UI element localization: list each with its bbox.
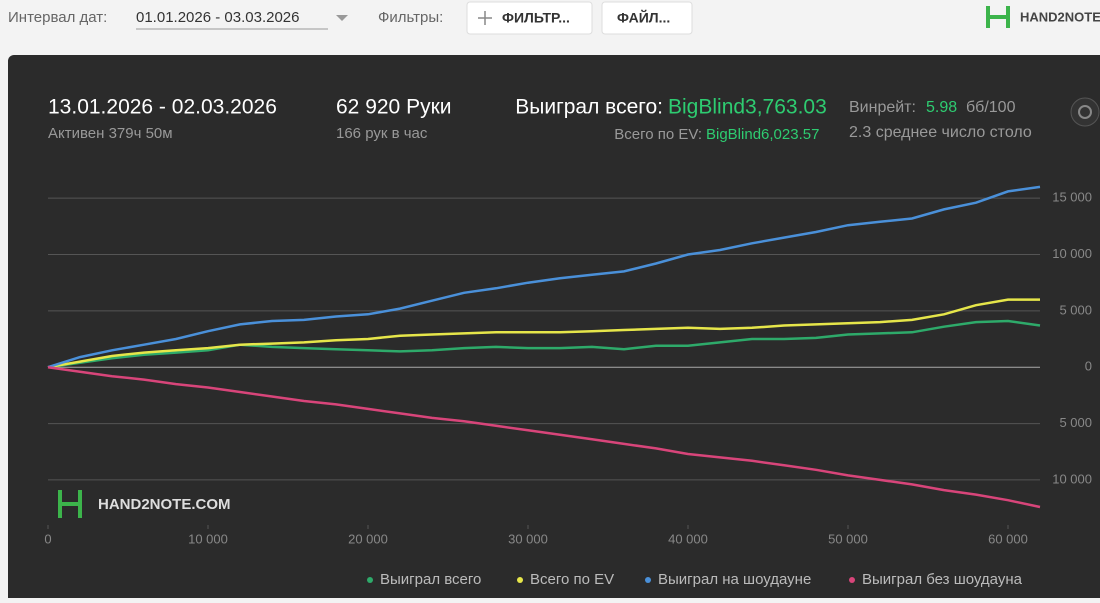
legend-label: Всего по EV: [530, 571, 614, 588]
date-label: Интервал дат:: [8, 9, 107, 26]
legend-label: Выиграл всего: [380, 571, 481, 588]
logo: HAND2NOTE: [1020, 9, 1100, 24]
winrate-label: Винрейт:: [849, 99, 916, 116]
y-tick-label: 15 000: [1052, 190, 1092, 205]
series-line: [47, 319, 1041, 369]
logo-icon: [986, 6, 1010, 28]
filters-label: Фильтры:: [378, 9, 443, 26]
x-tick-label: 60 000: [988, 531, 1028, 546]
gear-icon: [1078, 105, 1092, 119]
legend-label: Выиграл на шоудауне: [658, 571, 811, 588]
won-value: BigBlind3,763.03: [668, 96, 827, 119]
series-line: [47, 298, 1040, 369]
file-button[interactable]: [601, 1, 693, 35]
ev-label: Всего по EV:: [614, 126, 702, 143]
active: Активен 379ч 50м: [48, 125, 173, 142]
x-tick-label: 20 000: [348, 531, 388, 546]
hands-per-hour: 166 рук в час: [336, 125, 428, 142]
date-range[interactable]: 01.01.2026 - 03.03.2026: [136, 9, 299, 26]
y-tick-label: 5 000: [1059, 415, 1092, 430]
plus-icon: [478, 11, 492, 25]
legend-marker: [645, 577, 651, 583]
winrate-value: 5.98: [926, 99, 957, 116]
won-label: Выиграл всего:: [515, 96, 663, 119]
settings-button[interactable]: [1070, 97, 1100, 127]
period: 13.01.2026 - 02.03.2026: [48, 96, 277, 119]
legend-marker: [849, 577, 855, 583]
winrate-unit: бб/100: [966, 99, 1016, 116]
filter-button-text: ФИЛЬТР...: [502, 10, 570, 26]
y-tick-label: 10 000: [1052, 471, 1092, 486]
x-tick-label: 0: [44, 531, 51, 546]
filter-button[interactable]: [466, 1, 593, 35]
x-tick-label: 50 000: [828, 531, 868, 546]
legend-marker: [367, 577, 373, 583]
series-line: [47, 365, 1041, 509]
plot: 15 000 10 000 5 000 0 5 000 10 000 0 10 000 20 0…: [44, 185, 1092, 588]
ev-value: BigBlind6,023.57: [706, 126, 819, 143]
dropdown-arrow[interactable]: [336, 15, 348, 21]
hands: 62 920 Руки: [336, 96, 452, 119]
watermark-icon: [58, 490, 82, 518]
legend-label: Выиграл без шоудауна: [862, 571, 1023, 588]
x-tick-label: 30 000: [508, 531, 548, 546]
y-tick-label: 10 000: [1052, 246, 1092, 261]
x-tick-label: 10 000: [188, 531, 228, 546]
y-tick-label: 0: [1085, 359, 1092, 374]
panel: [8, 55, 1100, 603]
x-tick-label: 40 000: [668, 531, 708, 546]
watermark: HAND2NOTE.COM: [98, 496, 231, 513]
file-button-text: ФАЙЛ...: [617, 9, 670, 26]
series-line: [47, 185, 1041, 369]
tables: 2.3 среднее число столо: [849, 124, 1032, 141]
legend-marker: [517, 577, 523, 583]
y-tick-label: 5 000: [1059, 302, 1092, 317]
